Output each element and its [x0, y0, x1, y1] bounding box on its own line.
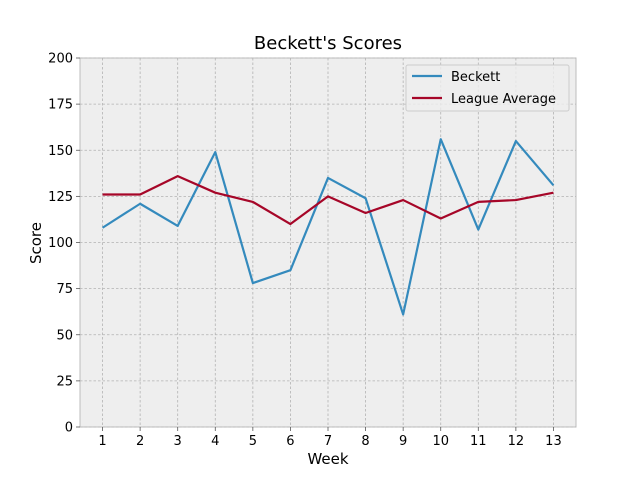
x-tick-label: 1 — [98, 434, 106, 449]
y-tick-label: 100 — [48, 236, 73, 251]
chart-title: Beckett's Scores — [254, 33, 402, 54]
y-tick-label: 200 — [48, 52, 73, 67]
y-tick-label: 125 — [48, 190, 73, 205]
y-tick-label: 150 — [48, 144, 73, 159]
x-tick-label: 5 — [249, 434, 257, 449]
y-tick-label: 25 — [56, 374, 73, 389]
x-tick-label: 6 — [286, 434, 294, 449]
x-tick-label: 13 — [545, 434, 562, 449]
legend-label-league-average: League Average — [451, 92, 556, 107]
x-tick-label: 7 — [324, 434, 332, 449]
x-tick-label: 3 — [174, 434, 182, 449]
y-tick-label: 175 — [48, 98, 73, 113]
x-axis-label: Week — [307, 450, 348, 468]
legend-label-beckett: Beckett — [451, 70, 500, 85]
x-tick-label: 12 — [508, 434, 525, 449]
x-tick-label: 4 — [211, 434, 219, 449]
x-tick-label: 8 — [361, 434, 369, 449]
y-tick-label: 50 — [56, 328, 73, 343]
x-tick-label: 11 — [470, 434, 487, 449]
y-axis-label: Score — [27, 222, 45, 264]
y-tick-label: 0 — [65, 421, 73, 436]
x-tick-label: 10 — [432, 434, 449, 449]
y-tick-label: 75 — [56, 282, 73, 297]
x-tick-label: 2 — [136, 434, 144, 449]
x-tick-label: 9 — [399, 434, 407, 449]
legend: Beckett League Average — [406, 65, 569, 111]
y-axis-ticks: 0 25 50 75 100 125 150 175 200 — [48, 52, 80, 436]
